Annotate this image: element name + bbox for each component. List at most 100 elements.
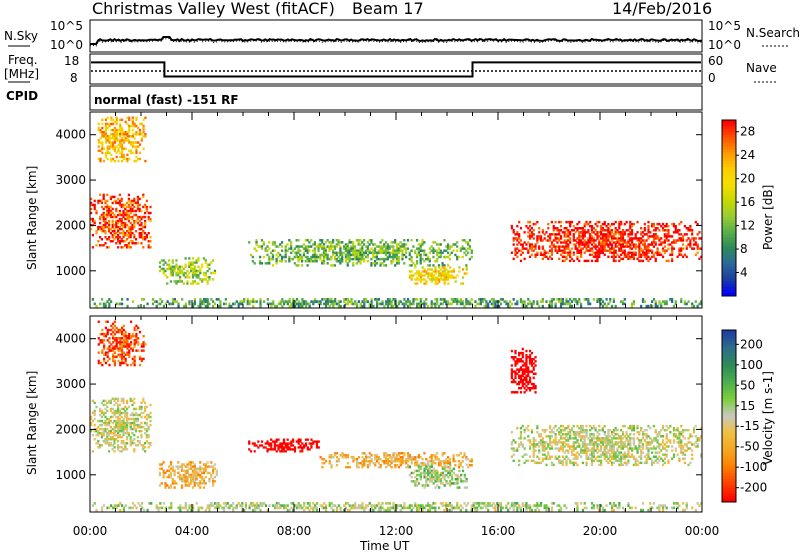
range-cell bbox=[115, 118, 118, 122]
range-cell bbox=[441, 298, 444, 301]
range-cell bbox=[521, 304, 524, 308]
range-cell bbox=[594, 449, 597, 452]
range-cell bbox=[297, 264, 300, 267]
colorbar-segment bbox=[722, 199, 736, 203]
noise-right-label: N.Search bbox=[746, 26, 800, 40]
range-cell bbox=[124, 409, 127, 413]
range-cell bbox=[439, 298, 442, 301]
range-cell bbox=[386, 298, 390, 301]
range-cell bbox=[97, 320, 100, 323]
power-heatmap bbox=[90, 116, 703, 308]
range-cell bbox=[136, 417, 139, 421]
range-cell bbox=[118, 419, 121, 423]
range-cell bbox=[365, 300, 368, 303]
range-cell bbox=[113, 446, 116, 449]
range-cell bbox=[168, 302, 171, 306]
range-cell bbox=[128, 139, 131, 142]
range-cell bbox=[527, 227, 530, 230]
range-cell bbox=[108, 347, 111, 350]
range-cell bbox=[317, 247, 320, 250]
range-cell bbox=[609, 229, 612, 232]
range-cell bbox=[341, 257, 344, 261]
range-cell bbox=[612, 255, 615, 259]
range-cell bbox=[563, 247, 566, 250]
range-cell bbox=[164, 302, 167, 306]
noise-left-label: N.Sky bbox=[4, 29, 38, 43]
range-cell bbox=[179, 477, 182, 481]
range-cell bbox=[104, 126, 108, 130]
range-cell bbox=[321, 298, 324, 301]
range-cell bbox=[102, 431, 105, 435]
range-cell bbox=[565, 459, 568, 463]
range-cell bbox=[561, 249, 564, 252]
range-cell bbox=[326, 302, 330, 306]
range-cell bbox=[519, 437, 523, 440]
range-cell bbox=[390, 245, 393, 248]
range-cell bbox=[115, 133, 118, 136]
range-cell bbox=[565, 241, 568, 244]
range-cell bbox=[106, 339, 109, 342]
range-cell bbox=[90, 207, 93, 211]
range-cell bbox=[120, 298, 124, 301]
range-cell bbox=[436, 475, 439, 479]
range-cell bbox=[135, 423, 138, 427]
range-cell bbox=[111, 438, 114, 441]
range-cell bbox=[137, 349, 140, 352]
range-cell bbox=[292, 444, 295, 447]
range-cell bbox=[131, 413, 134, 417]
range-cell bbox=[454, 253, 457, 257]
range-cell bbox=[423, 278, 426, 281]
freq-tick-top: 18 bbox=[64, 54, 79, 68]
range-cell bbox=[430, 469, 433, 473]
range-cell bbox=[271, 255, 275, 259]
range-cell bbox=[614, 237, 617, 240]
range-cell bbox=[463, 454, 466, 457]
range-cell bbox=[108, 442, 111, 445]
range-cell bbox=[144, 431, 147, 435]
range-cell bbox=[547, 227, 550, 230]
range-cell bbox=[610, 443, 614, 446]
range-cell bbox=[301, 442, 304, 445]
range-cell bbox=[585, 461, 588, 465]
range-cell bbox=[350, 298, 353, 301]
range-cell bbox=[547, 239, 550, 242]
range-cell bbox=[441, 264, 444, 267]
range-cell bbox=[543, 445, 546, 448]
range-cell bbox=[456, 486, 459, 489]
range-cell bbox=[612, 259, 615, 263]
range-cell bbox=[361, 304, 364, 308]
range-cell bbox=[465, 456, 468, 459]
range-cell bbox=[574, 247, 577, 250]
range-cell bbox=[528, 247, 532, 250]
range-cell bbox=[109, 240, 112, 243]
range-cell bbox=[467, 251, 470, 255]
range-cell bbox=[405, 243, 408, 246]
range-cell bbox=[138, 203, 141, 207]
range-cell bbox=[117, 197, 120, 201]
range-cell bbox=[427, 274, 430, 277]
range-cell bbox=[549, 302, 552, 306]
range-cell bbox=[581, 437, 585, 440]
range-cell bbox=[93, 203, 96, 207]
range-cell bbox=[516, 243, 519, 246]
range-cell bbox=[111, 225, 114, 229]
range-cell bbox=[585, 259, 588, 263]
range-cell bbox=[532, 443, 535, 446]
range-cell bbox=[512, 231, 515, 234]
range-cell bbox=[197, 276, 200, 279]
range-cell bbox=[414, 462, 417, 465]
range-cell bbox=[556, 227, 559, 230]
range-cell bbox=[607, 255, 610, 259]
range-cell bbox=[91, 217, 94, 221]
range-cell bbox=[583, 439, 586, 442]
range-cell bbox=[565, 443, 568, 446]
range-cell bbox=[616, 253, 619, 256]
range-cell bbox=[115, 330, 118, 334]
range-cell bbox=[355, 458, 359, 461]
range-cell bbox=[131, 141, 134, 144]
colorbar-segment bbox=[722, 146, 736, 150]
range-cell bbox=[112, 353, 115, 356]
range-cell bbox=[683, 233, 687, 236]
range-cell bbox=[383, 243, 386, 246]
range-cell bbox=[620, 220, 623, 224]
